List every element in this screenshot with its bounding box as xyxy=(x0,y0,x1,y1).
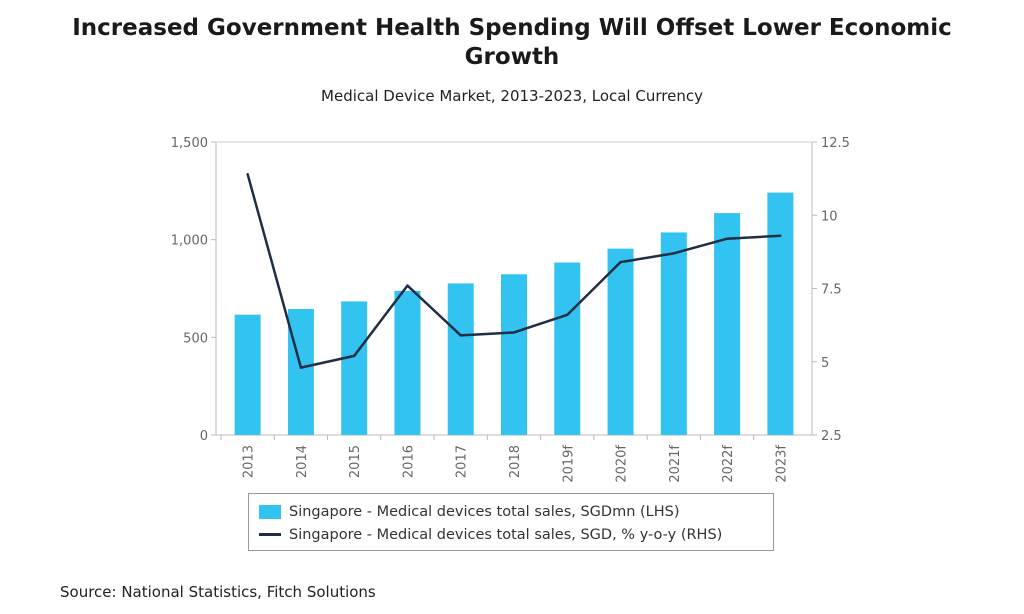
bar xyxy=(714,213,741,435)
line-point xyxy=(672,252,676,255)
x-tick-label: 2020f xyxy=(615,445,630,483)
bar xyxy=(287,309,314,435)
line-point xyxy=(459,334,462,337)
legend-label-line: Singapore - Medical devices total sales,… xyxy=(289,526,723,543)
source-note: Source: National Statistics, Fitch Solut… xyxy=(60,583,376,601)
left-tick-label: 1,000 xyxy=(171,234,208,249)
x-tick-label: 2017 xyxy=(455,445,470,478)
bar xyxy=(447,283,474,435)
bar xyxy=(554,262,581,435)
right-tick-label: 7.5 xyxy=(821,283,842,298)
bar xyxy=(660,232,687,435)
line-point xyxy=(779,234,782,237)
bar xyxy=(341,301,368,435)
line-point xyxy=(246,173,249,176)
x-tick-label: 2013 xyxy=(242,445,257,478)
x-tick-label: 2014 xyxy=(295,445,310,478)
chart-subtitle: Medical Device Market, 2013-2023, Local … xyxy=(321,87,703,105)
legend: Singapore - Medical devices total sales,… xyxy=(248,493,774,551)
legend-label-bar: Singapore - Medical devices total sales,… xyxy=(289,503,680,520)
line-point xyxy=(299,366,303,369)
line-point xyxy=(619,260,622,264)
legend-item-bar: Singapore - Medical devices total sales,… xyxy=(259,500,763,523)
line-point xyxy=(512,331,516,334)
x-tick-label: 2019f xyxy=(561,445,576,483)
x-tick-label: 2022f xyxy=(721,445,736,483)
left-tick-label: 0 xyxy=(200,429,208,444)
line-point xyxy=(566,313,569,317)
right-tick-label: 5 xyxy=(821,356,829,371)
x-tick-label: 2023f xyxy=(774,445,789,483)
legend-item-line: Singapore - Medical devices total sales,… xyxy=(259,523,763,546)
x-tick-label: 2021f xyxy=(668,445,683,483)
bar xyxy=(501,274,527,435)
bar xyxy=(607,248,634,435)
x-tick-label: 2018 xyxy=(508,445,523,478)
chart-title: Increased Government Health Spending Wil… xyxy=(72,15,952,70)
legend-swatch-line xyxy=(259,533,281,536)
right-tick-label: 12.5 xyxy=(821,136,850,151)
left-tick-label: 1,500 xyxy=(171,136,208,151)
bar xyxy=(234,314,261,435)
line-point xyxy=(406,284,409,287)
right-tick-label: 10 xyxy=(821,209,838,224)
bar xyxy=(767,192,794,435)
legend-swatch-bar xyxy=(259,504,281,519)
line-point xyxy=(725,237,729,240)
x-tick-label: 2016 xyxy=(401,445,416,478)
line-point xyxy=(352,354,356,358)
bar xyxy=(394,290,421,435)
right-tick-label: 2.5 xyxy=(821,429,842,444)
left-tick-label: 500 xyxy=(183,331,208,346)
x-tick-label: 2015 xyxy=(348,445,363,478)
